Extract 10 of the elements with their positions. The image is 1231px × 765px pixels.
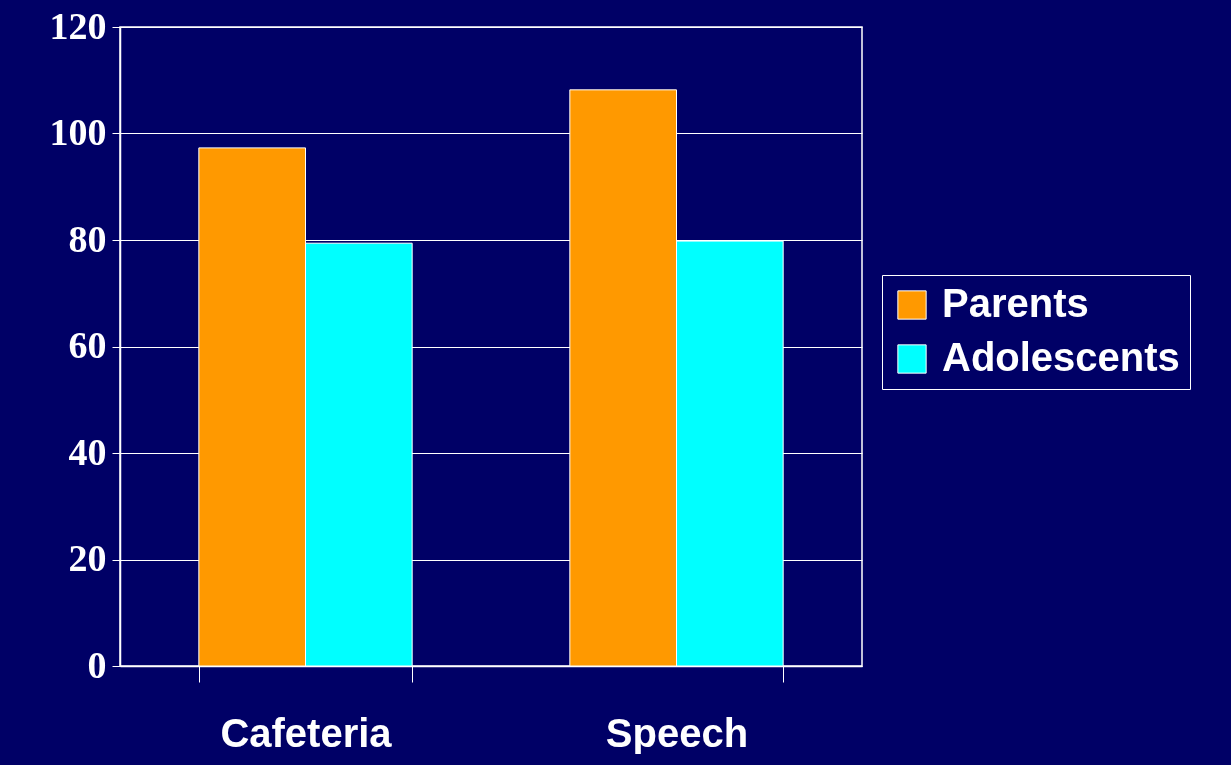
- legend-label: Parents: [942, 281, 1089, 325]
- y-tick-label: 80: [68, 217, 107, 260]
- x-tick-label: Cafeteria: [220, 710, 393, 755]
- y-tick-label: 40: [68, 430, 107, 473]
- y-tick-label: 120: [49, 4, 107, 47]
- y-tick-label: 100: [49, 111, 107, 153]
- y-tick-label: 20: [68, 537, 107, 579]
- y-tick-label: 60: [68, 324, 107, 366]
- legend-label: Adolescents: [942, 335, 1180, 379]
- y-tick-label: 0: [87, 643, 107, 686]
